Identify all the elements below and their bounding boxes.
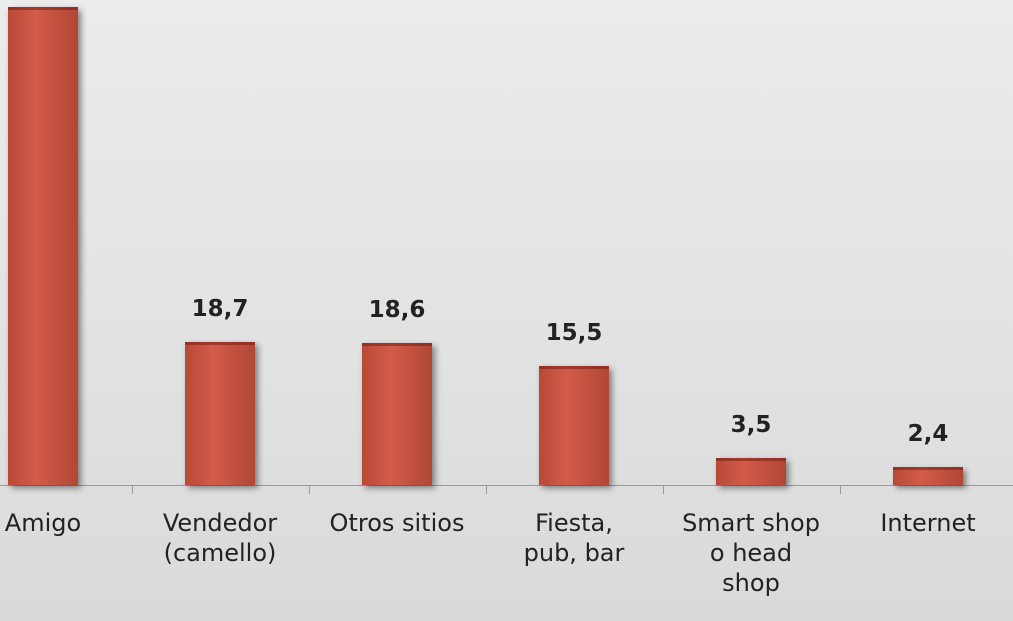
- data-label: 3,5: [730, 412, 772, 439]
- bar: [362, 342, 432, 485]
- data-label: 15,5: [545, 320, 603, 347]
- x-tick-label: Vendedor (camello): [162, 509, 278, 567]
- bar: [185, 342, 255, 485]
- x-tick-label: Fiesta, pub, bar: [523, 509, 625, 567]
- bar: [539, 366, 609, 485]
- data-label: 18,6: [368, 296, 426, 323]
- x-tick-label: Amigo: [4, 509, 82, 537]
- x-tick: [308, 485, 310, 494]
- bar: [716, 458, 786, 485]
- bar: [893, 466, 963, 485]
- x-tick-label: Otros sitios: [329, 509, 465, 537]
- x-axis: [0, 485, 1013, 486]
- x-tick: [131, 485, 133, 494]
- x-tick-label: Smart shop o head shop: [682, 509, 820, 597]
- x-tick-label: Internet: [880, 509, 976, 537]
- bar: [8, 7, 78, 485]
- x-tick: [662, 485, 664, 494]
- data-label: 2,4: [907, 420, 949, 447]
- x-tick: [839, 485, 841, 494]
- data-label: 18,7: [191, 296, 249, 323]
- x-tick: [485, 485, 487, 494]
